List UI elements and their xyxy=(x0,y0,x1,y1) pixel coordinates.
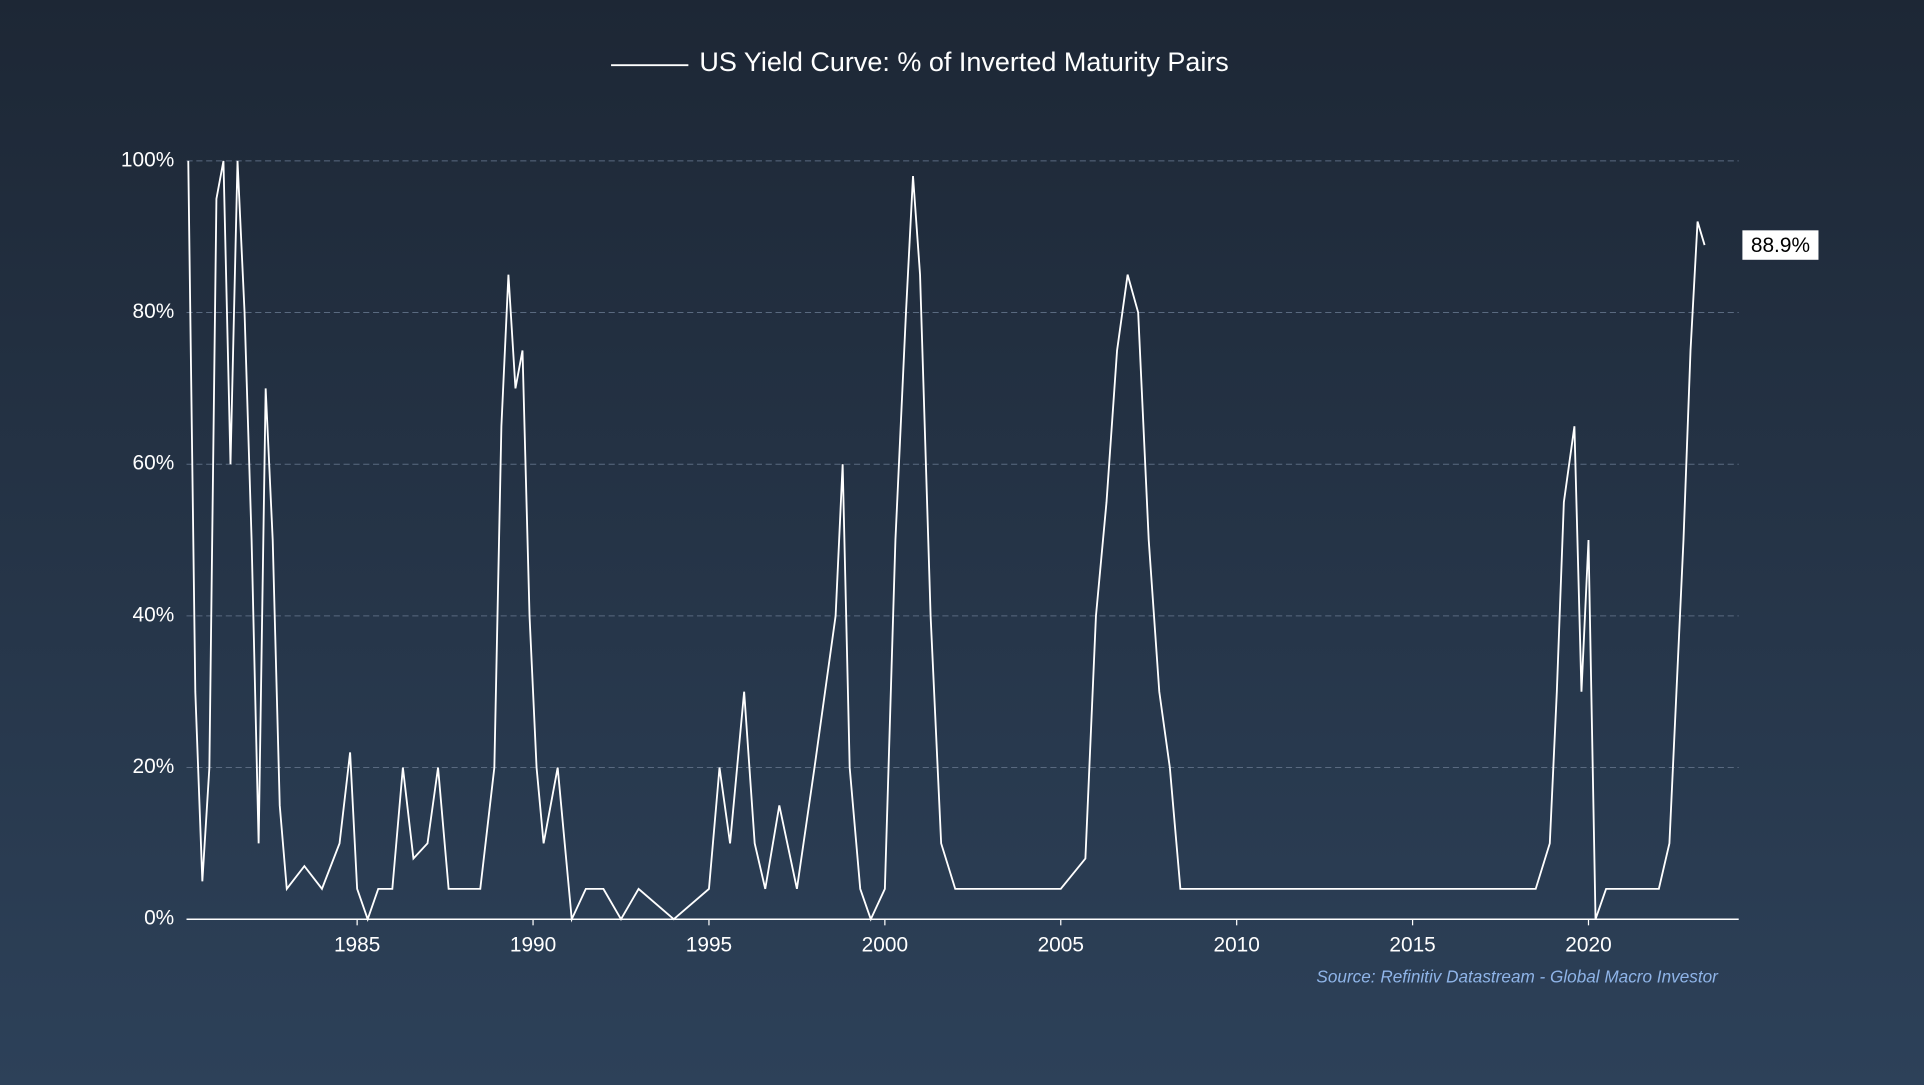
x-tick-label: 2010 xyxy=(1213,934,1259,957)
x-tick-label: 2015 xyxy=(1389,934,1435,957)
x-tick-label: 2020 xyxy=(1565,934,1611,957)
x-tick-label: 1995 xyxy=(686,934,732,957)
last-value-label: 88.9% xyxy=(1751,234,1810,257)
y-tick-label: 60% xyxy=(133,452,175,475)
y-tick-label: 100% xyxy=(121,148,174,171)
series-line xyxy=(187,160,1706,923)
y-tick-label: 80% xyxy=(133,300,175,323)
y-tick-label: 40% xyxy=(133,603,175,626)
x-tick-label: 1985 xyxy=(334,934,380,957)
x-tick-label: 1990 xyxy=(510,934,556,957)
source-note: Source: Refinitiv Datastream - Global Ma… xyxy=(1316,967,1719,987)
y-tick-label: 0% xyxy=(144,907,174,930)
chart-title: US Yield Curve: % of Inverted Maturity P… xyxy=(699,47,1228,77)
last-value-box xyxy=(1742,230,1819,260)
x-tick-label: 2005 xyxy=(1038,934,1084,957)
x-tick-label: 2000 xyxy=(862,934,908,957)
plot-area: 0% 20% 40% 60% 80% 100% 1985 1990 1995 2000 2005 20… xyxy=(121,148,1819,957)
y-tick-label: 20% xyxy=(133,755,175,778)
